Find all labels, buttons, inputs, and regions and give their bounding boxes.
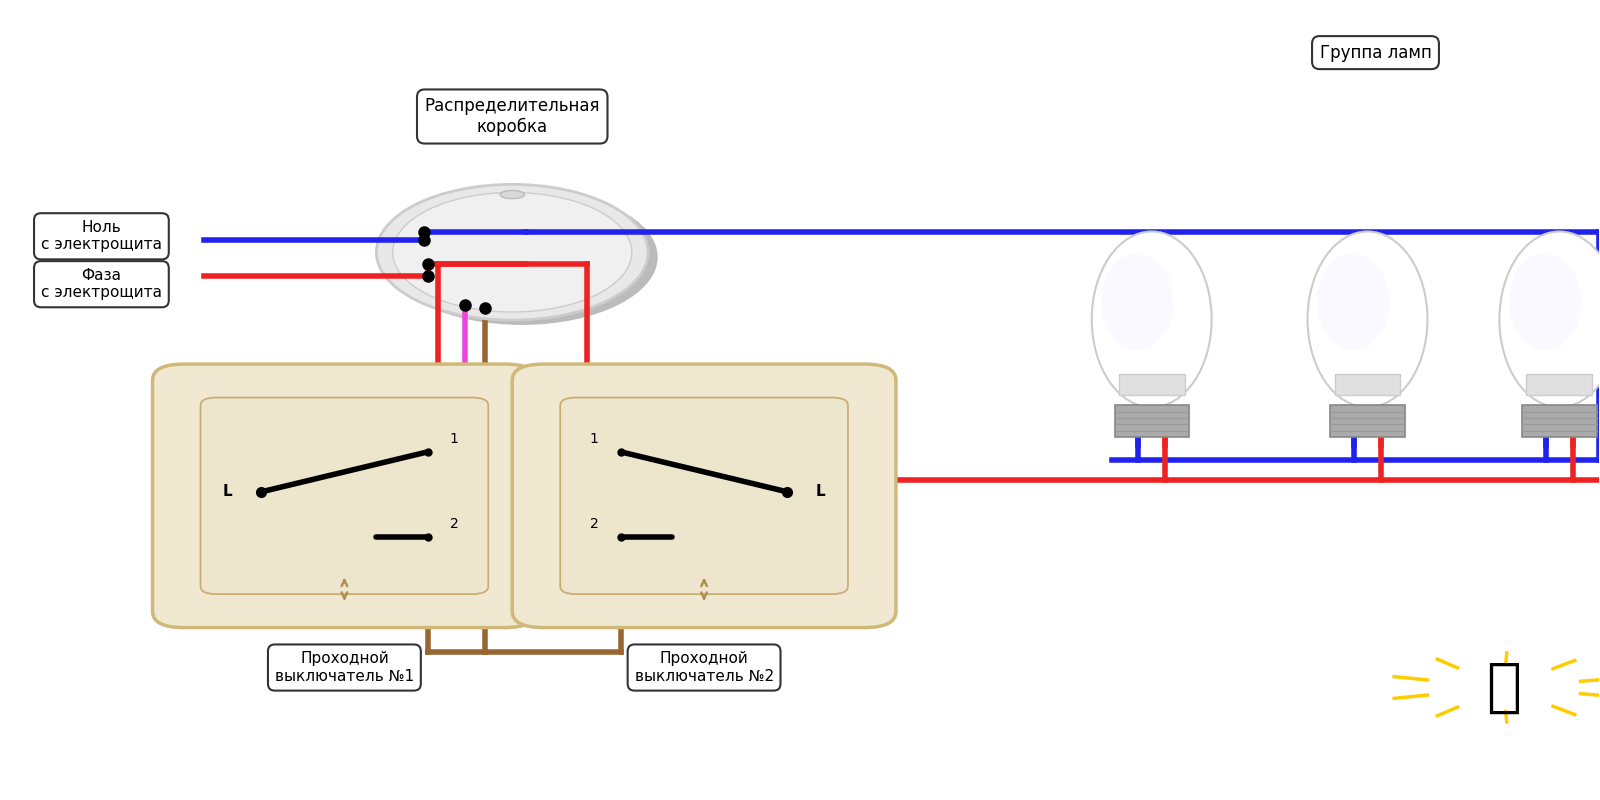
Text: Группа ламп: Группа ламп	[1320, 44, 1432, 62]
Ellipse shape	[501, 190, 525, 198]
Text: 2: 2	[450, 517, 459, 531]
Text: 1: 1	[590, 431, 598, 446]
Text: Ноль
с электрощита: Ноль с электрощита	[42, 220, 162, 253]
FancyBboxPatch shape	[200, 398, 488, 594]
Ellipse shape	[1499, 231, 1600, 407]
Text: 2: 2	[590, 517, 598, 531]
Text: L: L	[816, 484, 826, 499]
FancyBboxPatch shape	[152, 364, 536, 628]
FancyBboxPatch shape	[560, 398, 848, 594]
Text: Проходной
выключатель №1: Проходной выключатель №1	[275, 651, 414, 684]
Text: Фаза
с электрощита: Фаза с электрощита	[42, 268, 162, 301]
Text: 🤝: 🤝	[1486, 659, 1522, 716]
Circle shape	[376, 184, 648, 320]
FancyBboxPatch shape	[512, 364, 896, 628]
Text: Проходной
выключатель №2: Проходной выключатель №2	[635, 651, 774, 684]
Text: Распределительная
коробка: Распределительная коробка	[424, 97, 600, 136]
Text: L: L	[222, 484, 232, 499]
Circle shape	[386, 189, 658, 325]
Circle shape	[392, 193, 632, 312]
Ellipse shape	[1091, 231, 1211, 407]
FancyBboxPatch shape	[1330, 406, 1405, 437]
FancyBboxPatch shape	[1115, 406, 1189, 437]
FancyBboxPatch shape	[1526, 374, 1592, 395]
Ellipse shape	[1317, 254, 1389, 350]
FancyBboxPatch shape	[1334, 374, 1400, 395]
FancyBboxPatch shape	[1522, 406, 1597, 437]
Ellipse shape	[1101, 254, 1173, 350]
Ellipse shape	[1509, 254, 1581, 350]
Text: 1: 1	[450, 431, 459, 446]
Ellipse shape	[1307, 231, 1427, 407]
FancyBboxPatch shape	[1118, 374, 1184, 395]
